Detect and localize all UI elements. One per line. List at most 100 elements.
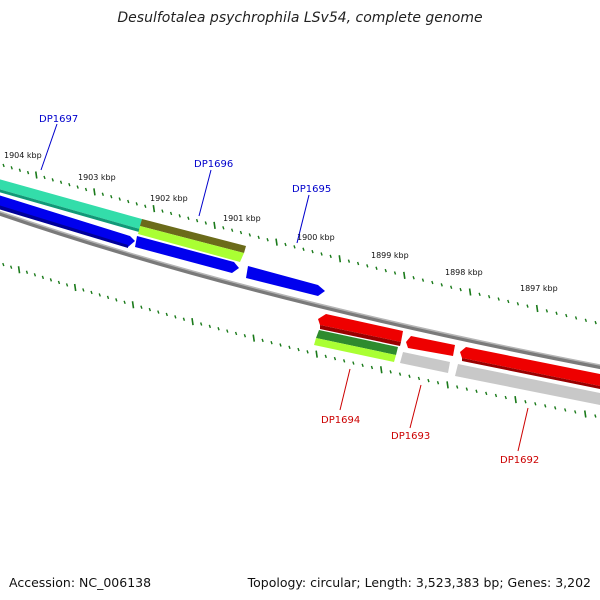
minor-tick	[33, 273, 37, 277]
minor-tick	[2, 262, 5, 267]
tick-row-lower	[2, 262, 597, 418]
major-tick	[583, 410, 587, 418]
gene-dp1693-grey[interactable]	[400, 352, 450, 373]
minor-tick	[261, 338, 264, 343]
minor-tick	[140, 305, 143, 309]
kbp-label: 1904 kbp	[4, 151, 42, 160]
minor-tick	[217, 327, 220, 331]
minor-tick	[57, 280, 61, 285]
kbp-label: 1897 kbp	[520, 284, 558, 293]
minor-tick	[324, 354, 327, 359]
major-tick	[131, 301, 135, 309]
minor-tick	[90, 290, 93, 295]
major-tick	[446, 381, 449, 389]
major-tick	[191, 318, 194, 326]
kbp-label: 1898 kbp	[445, 268, 483, 277]
minor-tick	[564, 408, 567, 412]
major-tick	[275, 238, 278, 246]
minor-tick	[127, 199, 130, 204]
minor-tick	[545, 309, 549, 313]
minor-tick	[123, 300, 126, 305]
minor-tick	[148, 307, 151, 312]
minor-tick	[195, 218, 199, 223]
minor-tick	[144, 204, 147, 208]
minor-tick	[135, 202, 138, 206]
minor-tick	[230, 228, 234, 232]
major-tick	[252, 334, 256, 342]
minor-tick	[257, 235, 260, 240]
minor-tick	[49, 278, 53, 282]
gene-dp1692-feature[interactable]	[460, 347, 600, 387]
minor-tick	[427, 378, 430, 383]
gene-dp1697-feature[interactable]	[0, 178, 142, 229]
cds-forward-2[interactable]	[135, 236, 239, 273]
gene-label-dp1692[interactable]: DP1692	[500, 455, 539, 466]
minor-tick	[65, 283, 69, 287]
minor-tick	[485, 391, 488, 396]
minor-tick	[82, 288, 85, 292]
gene-dp1692-grey[interactable]	[455, 364, 600, 406]
minor-tick	[375, 266, 378, 271]
minor-tick	[333, 356, 337, 361]
gene-dp1696-feature[interactable]	[140, 219, 246, 253]
minor-tick	[456, 385, 459, 389]
minor-tick	[101, 192, 105, 197]
minor-tick	[584, 318, 588, 323]
minor-tick	[306, 350, 309, 354]
minor-tick	[118, 197, 121, 201]
minor-tick	[178, 214, 181, 218]
gene-label-dp1695[interactable]: DP1695	[292, 184, 331, 195]
minor-tick	[370, 365, 374, 370]
gene-label-lines	[40, 123, 529, 452]
gene-label-dp1693[interactable]: DP1693	[391, 431, 430, 442]
gene-label-dp1697[interactable]: DP1697	[39, 114, 78, 125]
gene-label-dp1696[interactable]: DP1696	[194, 159, 233, 170]
minor-tick	[26, 170, 30, 175]
minor-tick	[366, 264, 369, 268]
minor-tick	[293, 245, 296, 249]
minor-tick	[51, 178, 54, 182]
minor-tick	[554, 406, 557, 410]
minor-tick	[43, 175, 46, 180]
gene-dp1693-feature[interactable]	[406, 336, 455, 356]
gene-label-dp1694[interactable]: DP1694	[321, 415, 360, 426]
minor-tick	[110, 194, 113, 199]
cds-reverse-green[interactable]	[316, 330, 398, 355]
minor-tick	[507, 299, 510, 304]
minor-tick	[459, 287, 462, 292]
minor-tick	[76, 185, 79, 189]
minor-tick	[361, 363, 364, 368]
cds-forward-1[interactable]	[0, 194, 135, 247]
gene-dp1694-feature[interactable]	[318, 314, 403, 342]
minor-tick	[412, 276, 415, 280]
kbp-label: 1903 kbp	[78, 173, 116, 182]
minor-tick	[497, 297, 500, 301]
minor-tick	[288, 345, 291, 350]
minor-tick	[329, 254, 332, 259]
minor-tick	[297, 347, 300, 352]
gene-dp1695-feature[interactable]	[246, 266, 325, 296]
major-tick	[379, 366, 383, 374]
major-tick	[315, 350, 318, 358]
minor-tick	[574, 316, 578, 320]
minor-tick	[182, 317, 186, 321]
minor-tick	[234, 331, 238, 336]
minor-tick	[475, 389, 478, 393]
minor-tick	[169, 211, 173, 216]
minor-tick	[487, 294, 491, 299]
major-tick	[93, 188, 96, 196]
minor-tick	[504, 395, 507, 400]
minor-tick	[25, 270, 29, 275]
minor-tick	[450, 285, 453, 289]
minor-tick	[106, 295, 110, 300]
minor-tick	[165, 312, 168, 317]
minor-tick	[516, 302, 520, 306]
minor-tick	[161, 209, 164, 213]
minor-tick	[494, 393, 498, 398]
minor-tick	[208, 324, 212, 329]
genome-summary-text: Topology: circular; Length: 3,523,383 bp…	[247, 575, 591, 590]
tick-row-upper	[2, 163, 597, 325]
minor-tick	[565, 313, 568, 318]
minor-tick	[393, 271, 397, 275]
